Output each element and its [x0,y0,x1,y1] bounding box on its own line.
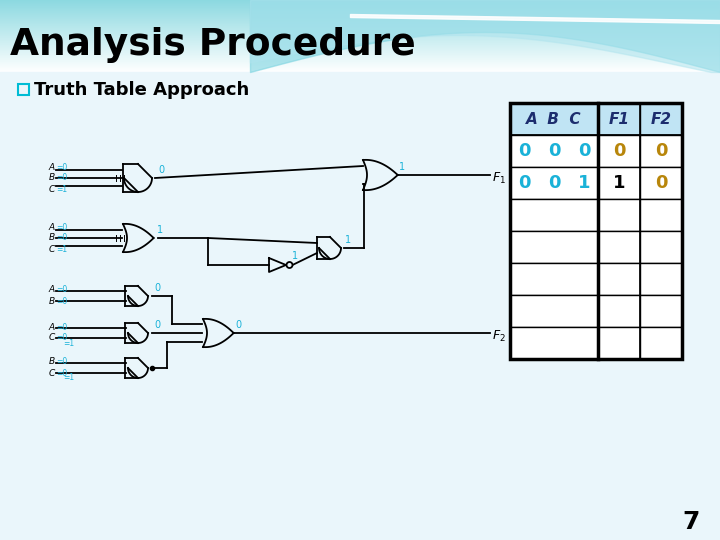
FancyBboxPatch shape [510,135,598,167]
FancyBboxPatch shape [598,167,640,199]
Text: A: A [49,286,55,294]
Text: =0: =0 [56,163,67,172]
Text: 0: 0 [654,142,667,160]
FancyBboxPatch shape [510,327,598,359]
Text: 0: 0 [654,174,667,192]
FancyBboxPatch shape [598,231,640,263]
FancyBboxPatch shape [598,263,640,295]
FancyBboxPatch shape [640,135,682,167]
Text: A: A [49,222,55,232]
Text: 0: 0 [235,320,241,330]
Text: =0: =0 [56,368,67,377]
Text: 0: 0 [154,320,160,330]
Text: =0: =0 [56,357,67,367]
FancyBboxPatch shape [510,103,682,135]
Text: Truth Table Approach: Truth Table Approach [34,81,249,99]
FancyBboxPatch shape [598,327,640,359]
Text: 0: 0 [158,165,164,175]
Text: =0: =0 [56,173,67,183]
Text: 0: 0 [518,142,530,160]
Text: =1: =1 [63,374,74,382]
FancyBboxPatch shape [640,263,682,295]
Text: B: B [49,357,55,367]
Text: 1: 1 [157,225,163,235]
Text: B: B [49,173,55,183]
FancyBboxPatch shape [18,84,29,95]
Text: A  B  C: A B C [526,111,582,126]
Text: =0: =0 [56,222,67,232]
FancyBboxPatch shape [510,231,598,263]
Text: 1: 1 [399,162,405,172]
Text: 1: 1 [577,174,590,192]
Text: A: A [49,322,55,332]
FancyBboxPatch shape [510,263,598,295]
Text: =1: =1 [56,185,67,193]
Text: $F_2$: $F_2$ [492,328,505,343]
Text: =0: =0 [56,286,67,294]
FancyBboxPatch shape [510,167,598,199]
FancyBboxPatch shape [640,231,682,263]
Text: A: A [49,163,55,172]
FancyBboxPatch shape [598,295,640,327]
Text: F1: F1 [608,111,629,126]
FancyBboxPatch shape [510,295,598,327]
Text: C: C [49,185,55,193]
Text: 0: 0 [613,142,625,160]
Text: C: C [49,368,55,377]
FancyBboxPatch shape [510,199,598,231]
Text: 0: 0 [548,174,560,192]
Text: 0: 0 [577,142,590,160]
Text: B: B [49,296,55,306]
Text: =0: =0 [56,322,67,332]
Text: F2: F2 [650,111,672,126]
Text: =0: =0 [56,334,67,342]
FancyBboxPatch shape [598,199,640,231]
Text: 7: 7 [683,510,700,534]
FancyBboxPatch shape [640,295,682,327]
FancyBboxPatch shape [640,199,682,231]
Circle shape [287,262,292,268]
Text: 0: 0 [548,142,560,160]
Text: =1: =1 [63,339,74,348]
Text: =0: =0 [56,233,67,242]
Text: 1: 1 [345,235,351,245]
FancyBboxPatch shape [598,135,640,167]
Text: Analysis Procedure: Analysis Procedure [10,27,415,63]
FancyBboxPatch shape [640,167,682,199]
Text: =1: =1 [56,245,67,253]
Text: 1: 1 [613,174,625,192]
Text: 0: 0 [154,283,160,293]
Text: 1: 1 [292,251,297,261]
FancyBboxPatch shape [640,327,682,359]
Text: $F_1$: $F_1$ [492,171,506,186]
Text: B: B [49,233,55,242]
Text: 0: 0 [518,174,530,192]
Text: C: C [49,334,55,342]
Text: C: C [49,245,55,253]
Text: =0: =0 [56,296,67,306]
